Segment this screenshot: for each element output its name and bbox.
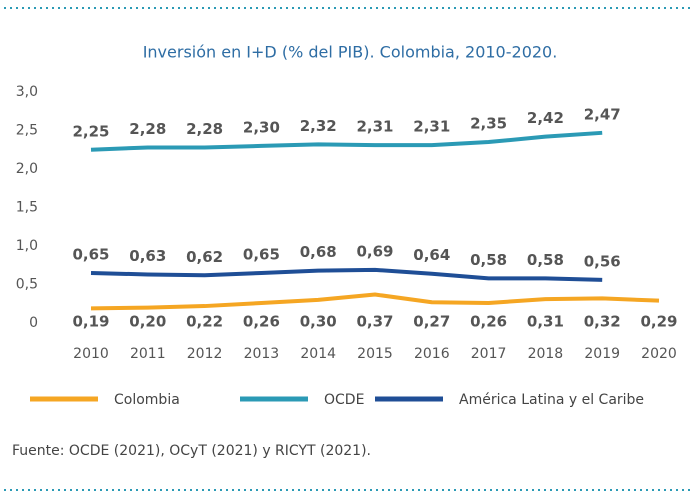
data-label: 2,32 (300, 117, 337, 135)
data-label: 0,20 (129, 313, 166, 331)
x-tick-label: 2016 (414, 346, 450, 362)
data-label: 0,32 (584, 313, 621, 331)
data-label: 2,31 (413, 118, 450, 136)
data-label: 0,31 (527, 313, 564, 331)
data-label: 2,28 (186, 120, 223, 138)
data-label: 0,63 (129, 247, 166, 265)
data-label: 0,19 (72, 313, 109, 331)
data-label: 0,65 (243, 245, 280, 263)
data-label: 0,29 (640, 313, 677, 331)
series-line (90, 267, 603, 282)
data-label: 2,47 (584, 105, 621, 123)
data-label: 0,26 (470, 313, 507, 331)
series-line (90, 130, 603, 152)
x-tick-label: 2017 (471, 346, 507, 362)
data-label: 0,58 (527, 251, 564, 269)
chart-title: Inversión en I+D (% del PIB). Colombia, … (143, 43, 558, 62)
legend-label: Colombia (114, 392, 180, 408)
y-tick-label: 1,0 (16, 238, 38, 254)
data-label: 2,31 (356, 118, 393, 136)
data-label: 2,30 (243, 118, 280, 136)
x-tick-label: 2015 (357, 346, 393, 362)
data-label: 0,26 (243, 313, 280, 331)
data-label: 2,42 (527, 109, 564, 127)
legend-label: OCDE (324, 392, 364, 408)
data-label: 2,35 (470, 115, 507, 133)
data-label: 2,25 (72, 122, 109, 140)
data-label: 0,58 (470, 251, 507, 269)
x-tick-label: 2011 (130, 346, 166, 362)
data-label: 0,62 (186, 248, 223, 266)
data-label: 0,22 (186, 313, 223, 331)
x-tick-label: 2018 (528, 346, 564, 362)
data-label: 0,56 (584, 252, 621, 270)
x-tick-label: 2010 (73, 346, 109, 362)
data-label: 0,37 (356, 313, 393, 331)
data-label: 0,27 (413, 313, 450, 331)
y-tick-label: 2,5 (16, 123, 38, 139)
y-tick-label: 0,5 (16, 277, 38, 293)
data-label: 0,69 (356, 242, 393, 260)
y-tick-label: 2,0 (16, 161, 38, 177)
data-label: 2,28 (129, 120, 166, 138)
data-label: 0,64 (413, 246, 450, 264)
source-note: Fuente: OCDE (2021), OCyT (2021) y RICYT… (12, 443, 371, 459)
x-tick-label: 2020 (641, 346, 677, 362)
y-tick-label: 1,5 (16, 200, 38, 216)
x-tick-label: 2014 (300, 346, 336, 362)
series-line (90, 292, 660, 311)
x-tick-label: 2013 (244, 346, 280, 362)
y-tick-label: 3,0 (16, 84, 38, 100)
x-tick-label: 2012 (187, 346, 223, 362)
y-tick-label: 0 (29, 315, 38, 331)
data-label: 0,30 (300, 313, 337, 331)
data-label: 0,68 (300, 243, 337, 261)
x-tick-label: 2019 (584, 346, 620, 362)
legend-label: América Latina y el Caribe (459, 392, 644, 408)
data-label: 0,65 (72, 245, 109, 263)
